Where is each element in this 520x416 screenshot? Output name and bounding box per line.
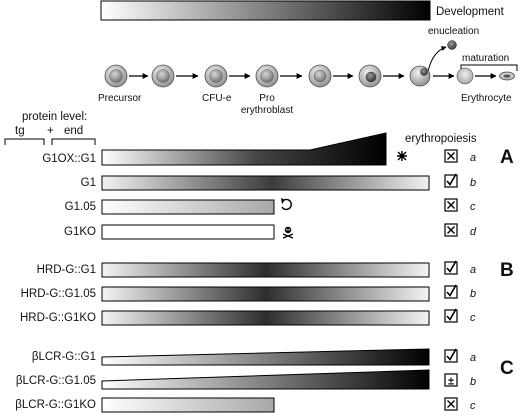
check-box-icon — [444, 260, 458, 275]
row-label: G1OX::G1 — [42, 153, 96, 165]
x-box-icon — [444, 198, 458, 212]
expression-bar-g1ko — [101, 224, 275, 240]
maturation-bracket — [460, 64, 518, 71]
erythropoiesis-label: erythropoiesis — [405, 133, 477, 145]
row-label: βLCR-G::G1KO — [15, 399, 96, 411]
row-mark: a — [470, 152, 476, 164]
stage-label-pro: Pro — [259, 93, 275, 104]
row-label: HRD-G::G1.05 — [21, 288, 96, 300]
cfue-cell-icon — [204, 64, 228, 88]
row-mark: a — [470, 264, 476, 276]
expression-bar-g105 — [101, 199, 275, 215]
skull-icon — [282, 226, 294, 239]
expression-bar-hrd-g1ko — [101, 310, 430, 326]
row-label: G1KO — [64, 226, 96, 238]
plus-minus-symbol: ± — [448, 376, 454, 388]
reticulocyte-cell-icon — [456, 67, 474, 85]
expression-bar-g1ox — [101, 132, 387, 166]
stage-label-erythrocyte: Erythrocyte — [461, 93, 512, 104]
proerythroblast-cell-icon — [255, 64, 279, 88]
enucleation-arrow — [427, 46, 447, 73]
row-mark: c — [470, 201, 476, 213]
extruded-nucleus-icon — [447, 40, 457, 50]
row-label: G1.05 — [65, 201, 96, 213]
precursor-cell-icon — [104, 64, 128, 88]
cell-lineage — [104, 64, 515, 88]
development-bar — [100, 0, 431, 21]
row-mark: c — [470, 400, 476, 412]
early-progenitor-cell-icon — [151, 64, 175, 88]
expression-bar-lcr-g1ko — [101, 397, 275, 413]
expression-bar-hrd-g1 — [101, 262, 430, 278]
row-mark: b — [470, 288, 476, 300]
erythrocyte-cell-icon — [499, 71, 515, 81]
tg-bracket — [4, 138, 45, 145]
protein-level-label: protein level: — [22, 111, 87, 123]
expression-bar-lcr-g105 — [101, 369, 430, 390]
row-label: βLCR-G::G1.05 — [16, 375, 96, 387]
row-mark: d — [470, 226, 477, 238]
row-mark: b — [470, 177, 476, 189]
panel-label-a: A — [500, 147, 514, 168]
expression-bar-hrd-g105 — [101, 286, 430, 302]
x-box-icon — [444, 149, 458, 163]
return-arrow-icon — [281, 198, 292, 211]
expression-bar-g1 — [101, 175, 430, 191]
development-label: Development — [436, 6, 505, 18]
row-mark: a — [470, 352, 476, 364]
row-label: HRD-G::G1KO — [20, 312, 96, 324]
x-box-icon — [444, 397, 458, 411]
stage-label-erythroblast: erythroblast — [241, 105, 293, 116]
polychromatic-erythroblast-cell-icon — [358, 64, 382, 88]
row-label: βLCR-G::G1 — [32, 351, 96, 363]
enucleation-label: enucleation — [428, 26, 479, 37]
check-box-icon — [444, 173, 458, 188]
row-label: G1 — [81, 177, 96, 189]
burst-icon — [397, 151, 407, 161]
end-label: end — [64, 125, 83, 137]
plus-label: + — [47, 125, 54, 137]
expression-bar-lcr-g1 — [101, 348, 430, 366]
check-box-icon — [444, 308, 458, 323]
end-bracket — [51, 138, 96, 145]
tg-label: tg — [15, 125, 25, 137]
plus-minus-box-icon: ± — [444, 373, 458, 388]
row-mark: c — [470, 312, 476, 324]
row-label: HRD-G::G1 — [37, 264, 96, 276]
row-mark: b — [470, 376, 476, 388]
stage-label-cfue: CFU-e — [202, 93, 232, 104]
orthochromatic-erythroblast-cell-icon — [409, 65, 431, 87]
basophilic-erythroblast-cell-icon — [308, 64, 332, 88]
stage-label-precursor: Precursor — [98, 93, 142, 104]
check-box-icon — [444, 284, 458, 299]
check-box-icon — [444, 348, 458, 363]
maturation-label: maturation — [462, 53, 509, 64]
panel-label-c: C — [500, 358, 514, 379]
panel-label-b: B — [500, 260, 514, 281]
x-box-icon — [444, 223, 458, 237]
